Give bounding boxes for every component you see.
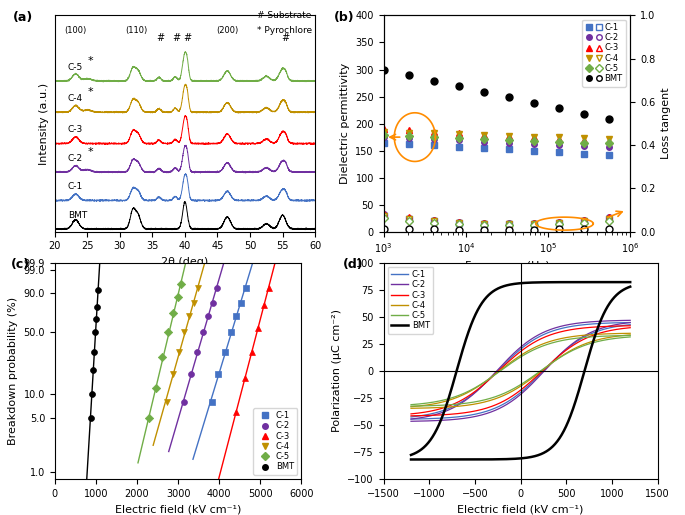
Text: (a): (a)	[13, 11, 34, 24]
Text: #: #	[156, 33, 164, 43]
Point	[212, 284, 223, 293]
Point	[168, 369, 179, 377]
X-axis label: Electric field (kV cm⁻¹): Electric field (kV cm⁻¹)	[115, 504, 241, 514]
Text: * Pyrochlore: * Pyrochlore	[257, 26, 312, 35]
Point	[89, 348, 100, 356]
Point	[239, 374, 250, 382]
Point	[231, 408, 242, 416]
Point	[206, 398, 217, 406]
X-axis label: Frequence (Hz): Frequence (Hz)	[464, 261, 549, 271]
Point	[236, 299, 247, 307]
Point	[197, 329, 208, 337]
Point	[88, 366, 99, 374]
Point	[246, 348, 257, 356]
Point	[85, 414, 96, 422]
Point	[207, 299, 218, 307]
Text: (110): (110)	[125, 26, 147, 35]
Point	[161, 398, 172, 406]
Text: # Substrate: # Substrate	[258, 11, 312, 20]
Y-axis label: Polarization (μC cm⁻²): Polarization (μC cm⁻²)	[332, 310, 342, 432]
Text: #: #	[184, 33, 192, 43]
Point	[92, 303, 103, 311]
Point	[213, 369, 224, 377]
Y-axis label: Breakdown probability (%): Breakdown probability (%)	[8, 297, 18, 445]
Point	[192, 348, 203, 356]
Text: BMT: BMT	[68, 211, 87, 219]
Text: #: #	[281, 33, 289, 43]
Point	[86, 390, 97, 399]
Point	[240, 284, 251, 293]
Point	[188, 299, 199, 307]
Text: (c): (c)	[10, 259, 29, 271]
Legend: C-1, C-2, C-3, C-4, C-5, BMT: C-1, C-2, C-3, C-4, C-5, BMT	[253, 408, 297, 475]
Point	[225, 329, 236, 337]
Point	[202, 312, 213, 320]
Legend: C-1, C-2, C-3, C-4, C-5, BMT: C-1, C-2, C-3, C-4, C-5, BMT	[582, 20, 626, 87]
Point	[263, 284, 274, 293]
Text: C-1: C-1	[68, 182, 83, 191]
Point	[231, 312, 242, 320]
Point	[253, 324, 264, 332]
Point	[184, 312, 195, 320]
Point	[192, 284, 203, 293]
Point	[219, 348, 230, 356]
Text: C-2: C-2	[68, 153, 83, 163]
Point	[258, 301, 269, 309]
Point	[144, 414, 155, 422]
Point	[162, 329, 173, 337]
Text: (200): (200)	[216, 26, 238, 35]
Point	[90, 329, 101, 337]
X-axis label: Electric field (kV cm⁻¹): Electric field (kV cm⁻¹)	[458, 504, 584, 514]
Text: *: *	[88, 147, 93, 157]
Point	[173, 293, 184, 301]
Point	[157, 353, 168, 361]
Y-axis label: Intensity (a.u.): Intensity (a.u.)	[39, 82, 49, 165]
Y-axis label: Loss tangent: Loss tangent	[661, 88, 671, 160]
Point	[186, 369, 197, 377]
Point	[91, 315, 102, 323]
Text: (d): (d)	[342, 259, 363, 271]
Text: (100): (100)	[64, 26, 87, 35]
Point	[176, 280, 187, 288]
X-axis label: 2θ (deg): 2θ (deg)	[162, 257, 208, 267]
Text: (b): (b)	[334, 11, 355, 24]
Point	[93, 286, 104, 294]
Text: #: #	[172, 33, 180, 43]
Text: *: *	[88, 56, 93, 66]
Text: C-3: C-3	[68, 125, 83, 134]
Point	[173, 348, 184, 356]
Point	[179, 398, 190, 406]
Point	[151, 384, 162, 392]
Text: C-5: C-5	[68, 62, 83, 72]
Point	[168, 308, 179, 317]
Legend: C-1, C-2, C-3, C-4, C-5, BMT: C-1, C-2, C-3, C-4, C-5, BMT	[388, 267, 434, 334]
Text: *: *	[88, 87, 93, 97]
Text: C-4: C-4	[68, 94, 83, 103]
Y-axis label: Dielectric permittivity: Dielectric permittivity	[340, 63, 350, 184]
Point	[178, 329, 189, 337]
